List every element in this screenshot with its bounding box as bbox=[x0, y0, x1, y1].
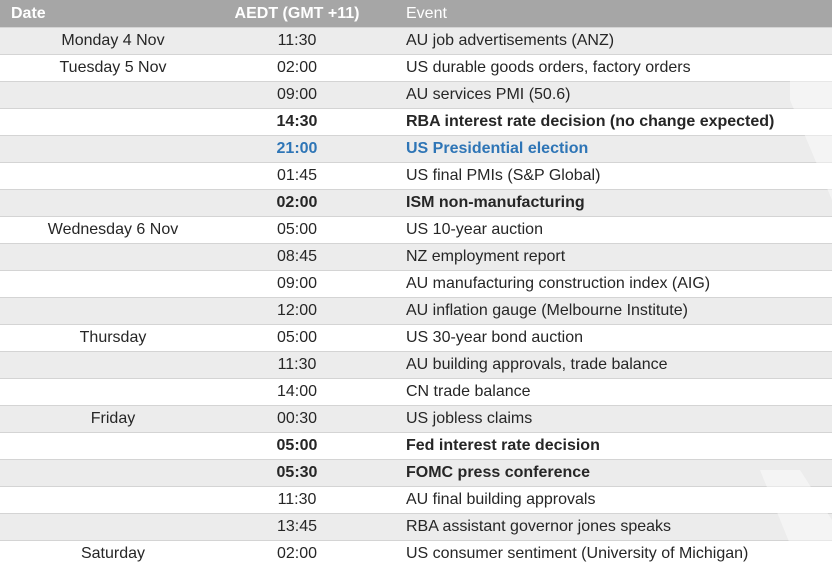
table-row: 05:00 Fed interest rate decision bbox=[0, 432, 832, 460]
table-row: 11:30 AU building approvals, trade balanc… bbox=[0, 351, 832, 379]
table-row: Thursday 05:00 US 30-year bond auction bbox=[0, 324, 832, 352]
cell-date bbox=[0, 270, 226, 298]
cell-event: AU building approvals, trade balance bbox=[398, 351, 832, 379]
table-row: 13:45 RBA assistant governor jones speaks bbox=[0, 513, 832, 541]
table-row: 11:30 AU final building approvals bbox=[0, 486, 832, 514]
table-row: 21:00 US Presidential election bbox=[0, 135, 832, 163]
table-row: 09:00 AU services PMI (50.6) bbox=[0, 81, 832, 109]
cell-time: 09:00 bbox=[226, 270, 398, 298]
cell-date bbox=[0, 243, 226, 271]
cell-time: 08:45 bbox=[226, 243, 398, 271]
cell-event: RBA interest rate decision (no change ex… bbox=[398, 108, 832, 136]
cell-time: 11:30 bbox=[226, 27, 398, 55]
cell-date bbox=[0, 189, 226, 217]
cell-time: 11:30 bbox=[226, 486, 398, 514]
cell-date bbox=[0, 135, 226, 163]
cell-date: Thursday bbox=[0, 324, 226, 352]
cell-date bbox=[0, 378, 226, 406]
cell-event: AU final building approvals bbox=[398, 486, 832, 514]
table-row: 05:30 FOMC press conference bbox=[0, 459, 832, 487]
cell-date: Monday 4 Nov bbox=[0, 27, 226, 55]
column-header-time: AEDT (GMT +11) bbox=[226, 0, 398, 28]
cell-date bbox=[0, 297, 226, 325]
table-row: 14:00 CN trade balance bbox=[0, 378, 832, 406]
cell-event: ISM non-manufacturing bbox=[398, 189, 832, 217]
cell-event: US jobless claims bbox=[398, 405, 832, 433]
table-row: Saturday 02:00 US consumer sentiment (Univ… bbox=[0, 540, 832, 568]
cell-date bbox=[0, 513, 226, 541]
cell-time: 21:00 bbox=[226, 135, 398, 163]
table-body: Monday 4 Nov 11:30 AU job advertisements (… bbox=[0, 27, 832, 568]
cell-time: 05:00 bbox=[226, 216, 398, 244]
table-row: 01:45 US final PMIs (S&P Global) bbox=[0, 162, 832, 190]
column-header-event: Event bbox=[398, 0, 832, 28]
table-row: Wednesday 6 Nov 05:00 US 10-year auction bbox=[0, 216, 832, 244]
cell-date bbox=[0, 459, 226, 487]
cell-date: Saturday bbox=[0, 540, 226, 568]
cell-time: 09:00 bbox=[226, 81, 398, 109]
table-row: 14:30 RBA interest rate decision (no chan… bbox=[0, 108, 832, 136]
cell-event: Fed interest rate decision bbox=[398, 432, 832, 460]
table-row: 08:45 NZ employment report bbox=[0, 243, 832, 271]
cell-event: NZ employment report bbox=[398, 243, 832, 271]
cell-event: AU job advertisements (ANZ) bbox=[398, 27, 832, 55]
cell-event: RBA assistant governor jones speaks bbox=[398, 513, 832, 541]
cell-date bbox=[0, 351, 226, 379]
cell-time: 12:00 bbox=[226, 297, 398, 325]
table-header: Date AEDT (GMT +11) Event bbox=[0, 0, 832, 28]
table-row: 09:00 AU manufacturing construction index… bbox=[0, 270, 832, 298]
cell-event: US 30-year bond auction bbox=[398, 324, 832, 352]
header-row: Date AEDT (GMT +11) Event bbox=[0, 0, 832, 28]
cell-event: AU manufacturing construction index (AIG… bbox=[398, 270, 832, 298]
cell-date bbox=[0, 432, 226, 460]
cell-time: 14:00 bbox=[226, 378, 398, 406]
cell-event: CN trade balance bbox=[398, 378, 832, 406]
cell-event: US consumer sentiment (University of Mic… bbox=[398, 540, 832, 568]
table-row: Tuesday 5 Nov 02:00 US durable goods order… bbox=[0, 54, 832, 82]
cell-date bbox=[0, 108, 226, 136]
cell-time: 00:30 bbox=[226, 405, 398, 433]
cell-time: 02:00 bbox=[226, 54, 398, 82]
cell-date bbox=[0, 162, 226, 190]
table-row: 02:00 ISM non-manufacturing bbox=[0, 189, 832, 217]
cell-event: AU services PMI (50.6) bbox=[398, 81, 832, 109]
cell-time: 05:00 bbox=[226, 432, 398, 460]
cell-event: US 10-year auction bbox=[398, 216, 832, 244]
column-header-date: Date bbox=[0, 0, 226, 28]
cell-event: FOMC press conference bbox=[398, 459, 832, 487]
table-row: 12:00 AU inflation gauge (Melbourne Insti… bbox=[0, 297, 832, 325]
cell-event: US final PMIs (S&P Global) bbox=[398, 162, 832, 190]
cell-time: 02:00 bbox=[226, 540, 398, 568]
cell-time: 01:45 bbox=[226, 162, 398, 190]
cell-time: 11:30 bbox=[226, 351, 398, 379]
cell-event: US Presidential election bbox=[398, 135, 832, 163]
cell-date bbox=[0, 81, 226, 109]
cell-event: US durable goods orders, factory orders bbox=[398, 54, 832, 82]
cell-date: Friday bbox=[0, 405, 226, 433]
cell-time: 02:00 bbox=[226, 189, 398, 217]
cell-date bbox=[0, 486, 226, 514]
table-row: Monday 4 Nov 11:30 AU job advertisements (… bbox=[0, 27, 832, 55]
cell-event: AU inflation gauge (Melbourne Institute) bbox=[398, 297, 832, 325]
cell-date: Tuesday 5 Nov bbox=[0, 54, 226, 82]
cell-date: Wednesday 6 Nov bbox=[0, 216, 226, 244]
cell-time: 05:00 bbox=[226, 324, 398, 352]
cell-time: 14:30 bbox=[226, 108, 398, 136]
cell-time: 13:45 bbox=[226, 513, 398, 541]
cell-time: 05:30 bbox=[226, 459, 398, 487]
table-row: Friday 00:30 US jobless claims bbox=[0, 405, 832, 433]
